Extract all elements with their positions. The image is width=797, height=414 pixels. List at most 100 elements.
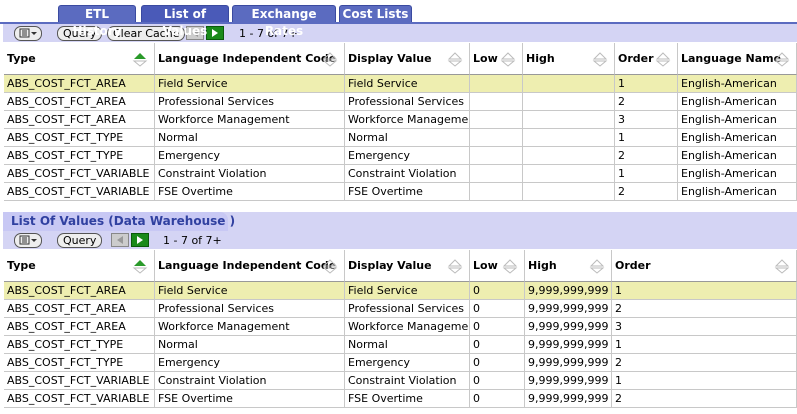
query-button[interactable]: Query — [57, 26, 103, 41]
prev-button[interactable] — [111, 233, 129, 247]
column-header[interactable]: Type — [4, 250, 155, 282]
column-header[interactable]: Display Value — [345, 250, 470, 282]
table-cell[interactable] — [470, 75, 523, 93]
table-cell[interactable]: English-American — [678, 93, 797, 111]
table-cell[interactable]: 9,999,999,999 — [525, 336, 612, 354]
table-cell[interactable]: 1 — [612, 372, 797, 390]
column-header[interactable]: High — [525, 250, 612, 282]
table-cell[interactable]: English-American — [678, 165, 797, 183]
table-cell[interactable]: Workforce Management — [345, 111, 470, 129]
table-cell[interactable]: English-American — [678, 147, 797, 165]
table-cell[interactable] — [470, 93, 523, 111]
table-cell[interactable]: FSE Overtime — [155, 183, 345, 201]
table-cell[interactable] — [470, 165, 523, 183]
table-cell[interactable]: Workforce Management — [155, 318, 345, 336]
table-cell[interactable]: Field Service — [345, 282, 470, 300]
table-cell[interactable]: Normal — [345, 336, 470, 354]
table-cell[interactable]: 0 — [470, 372, 525, 390]
table-cell[interactable]: 9,999,999,999 — [525, 372, 612, 390]
table-cell[interactable]: 3 — [612, 318, 797, 336]
table-cell[interactable]: FSE Overtime — [345, 390, 470, 408]
table-cell[interactable]: Normal — [155, 129, 345, 147]
table-cell[interactable]: ABS_COST_FCT_VARIABLE — [4, 165, 155, 183]
table-cell[interactable] — [470, 183, 523, 201]
table-cell[interactable]: 9,999,999,999 — [525, 300, 612, 318]
column-header[interactable]: Language Independent Code — [155, 250, 345, 282]
table-cell[interactable]: 2 — [615, 93, 678, 111]
column-header[interactable]: High — [523, 43, 615, 75]
table-cell[interactable]: Constraint Violation — [155, 165, 345, 183]
table-cell[interactable]: 1 — [612, 336, 797, 354]
table-cell[interactable]: 3 — [615, 111, 678, 129]
table-cell[interactable]: English-American — [678, 111, 797, 129]
column-header[interactable]: Low — [470, 43, 523, 75]
column-header[interactable]: Order — [612, 250, 797, 282]
table-cell[interactable]: FSE Overtime — [155, 390, 345, 408]
table-cell[interactable]: 2 — [612, 390, 797, 408]
table-cell[interactable]: Constraint Violation — [155, 372, 345, 390]
table-cell[interactable]: English-American — [678, 75, 797, 93]
table-cell[interactable]: 0 — [470, 390, 525, 408]
table-cell[interactable]: ABS_COST_FCT_TYPE — [4, 354, 155, 372]
table-cell[interactable]: 0 — [470, 300, 525, 318]
tab[interactable]: Cost Lists — [339, 5, 412, 22]
table-cell[interactable] — [523, 75, 615, 93]
table-cell[interactable]: 1 — [615, 129, 678, 147]
table-cell[interactable] — [523, 129, 615, 147]
table-cell[interactable] — [523, 93, 615, 111]
query-button[interactable]: Query — [57, 233, 103, 248]
table-cell[interactable]: ABS_COST_FCT_VARIABLE — [4, 183, 155, 201]
column-header[interactable]: Order — [615, 43, 678, 75]
table-cell[interactable]: ABS_COST_FCT_TYPE — [4, 129, 155, 147]
table-cell[interactable]: Workforce Management — [345, 318, 470, 336]
table-cell[interactable] — [470, 111, 523, 129]
column-header[interactable]: Type — [4, 43, 155, 75]
table-cell[interactable]: ABS_COST_FCT_AREA — [4, 93, 155, 111]
clear-cache-button[interactable]: Clear Cache — [107, 26, 186, 41]
table-cell[interactable]: Emergency — [155, 147, 345, 165]
table-cell[interactable]: ABS_COST_FCT_VARIABLE — [4, 372, 155, 390]
table-cell[interactable]: Emergency — [345, 147, 470, 165]
next-button[interactable] — [206, 26, 224, 40]
table-cell[interactable]: Emergency — [345, 354, 470, 372]
table-cell[interactable]: English-American — [678, 183, 797, 201]
table-cell[interactable]: 1 — [615, 165, 678, 183]
table-cell[interactable] — [470, 147, 523, 165]
table-cell[interactable]: 1 — [615, 75, 678, 93]
table-cell[interactable]: 9,999,999,999 — [525, 390, 612, 408]
table-cell[interactable]: 9,999,999,999 — [525, 282, 612, 300]
table-cell[interactable]: FSE Overtime — [345, 183, 470, 201]
next-button[interactable] — [131, 233, 149, 247]
table-cell[interactable]: 2 — [615, 183, 678, 201]
table-cell[interactable]: Professional Services — [155, 93, 345, 111]
column-header[interactable]: Display Value — [345, 43, 470, 75]
tab[interactable]: Exchange Rates — [232, 5, 336, 38]
table-cell[interactable]: 0 — [470, 282, 525, 300]
table-cell[interactable]: ABS_COST_FCT_AREA — [4, 300, 155, 318]
table-cell[interactable]: Professional Services — [345, 93, 470, 111]
table-cell[interactable]: ABS_COST_FCT_TYPE — [4, 336, 155, 354]
table-cell[interactable]: ABS_COST_FCT_TYPE — [4, 147, 155, 165]
table-cell[interactable] — [523, 147, 615, 165]
table-cell[interactable] — [523, 183, 615, 201]
table-cell[interactable]: 9,999,999,999 — [525, 318, 612, 336]
table-cell[interactable]: 0 — [470, 354, 525, 372]
column-header[interactable]: Language Name — [678, 43, 797, 75]
table-cell[interactable]: 0 — [470, 336, 525, 354]
column-header[interactable]: Low — [470, 250, 525, 282]
table-cell[interactable] — [523, 111, 615, 129]
table-cell[interactable]: 2 — [612, 354, 797, 372]
table-cell[interactable]: Constraint Violation — [345, 165, 470, 183]
table-cell[interactable]: Field Service — [155, 282, 345, 300]
table-cell[interactable] — [470, 129, 523, 147]
table-cell[interactable]: English-American — [678, 129, 797, 147]
table-cell[interactable]: Normal — [155, 336, 345, 354]
table-cell[interactable]: Normal — [345, 129, 470, 147]
table-cell[interactable]: Field Service — [155, 75, 345, 93]
table-cell[interactable]: Field Service — [345, 75, 470, 93]
menu-button[interactable] — [14, 26, 42, 41]
table-cell[interactable]: 0 — [470, 318, 525, 336]
table-cell[interactable] — [523, 165, 615, 183]
table-cell[interactable]: ABS_COST_FCT_VARIABLE — [4, 390, 155, 408]
table-cell[interactable]: ABS_COST_FCT_AREA — [4, 75, 155, 93]
